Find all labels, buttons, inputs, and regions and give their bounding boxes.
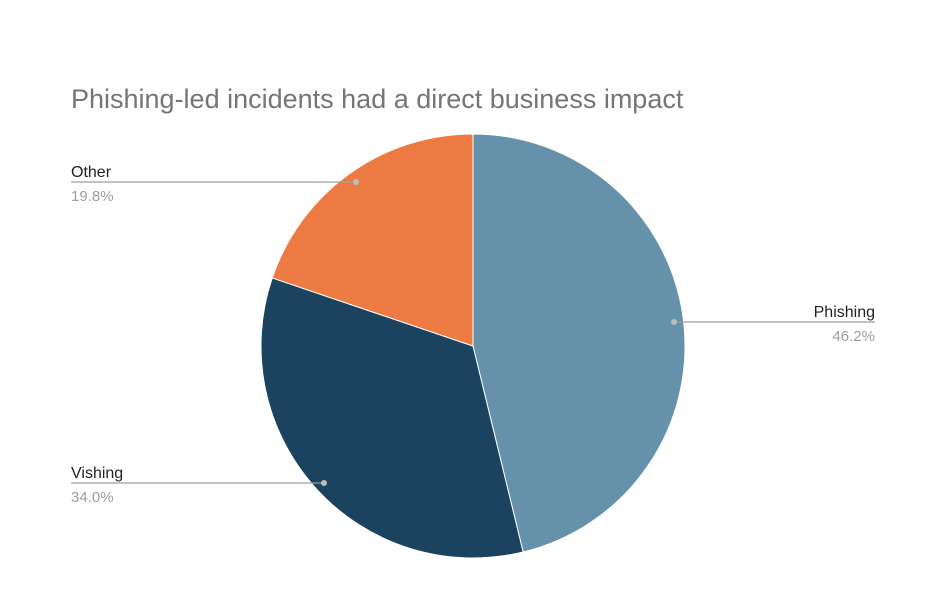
pie-slice-vishing	[260, 277, 524, 559]
slice-value-other: 19.8%	[71, 188, 114, 205]
leader-dot-phishing	[671, 319, 677, 325]
pie-slice-phishing	[472, 133, 686, 553]
slice-label-phishing: Phishing	[814, 304, 875, 321]
slice-value-vishing: 34.0%	[71, 489, 114, 506]
chart-title: Phishing-led incidents had a direct busi…	[71, 84, 684, 114]
leader-dot-vishing	[321, 480, 327, 486]
slice-label-vishing: Vishing	[71, 465, 123, 482]
slice-value-phishing: 46.2%	[832, 328, 875, 345]
slice-label-other: Other	[71, 164, 112, 181]
pie-slice-other	[271, 133, 474, 347]
leader-dot-other	[353, 179, 359, 185]
